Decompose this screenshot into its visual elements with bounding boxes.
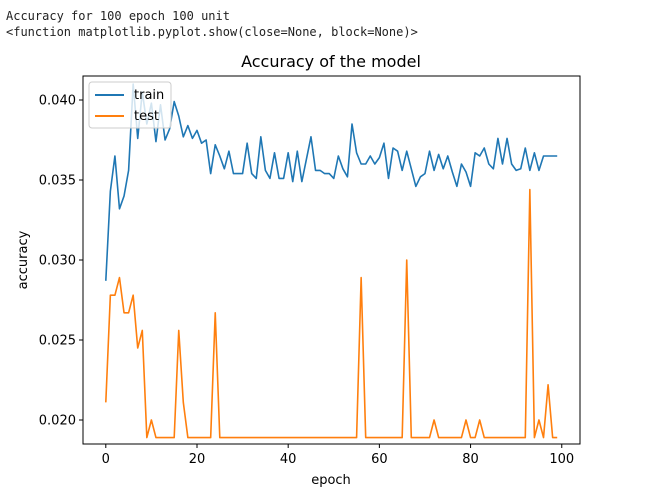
x-axis-label: epoch bbox=[311, 473, 351, 488]
y-axis: 0.020 0.025 0.030 0.035 0.040 bbox=[39, 94, 83, 429]
x-tick-label: 80 bbox=[462, 452, 479, 467]
x-tick-label: 40 bbox=[280, 452, 297, 467]
y-tick-label: 0.030 bbox=[39, 254, 76, 269]
y-axis-label: accuracy bbox=[16, 230, 31, 289]
console-line-2: <function matplotlib.pyplot.show(close=N… bbox=[6, 25, 418, 39]
series-line-test bbox=[105, 188, 558, 439]
x-tick-label: 100 bbox=[549, 452, 574, 467]
x-tick-label: 60 bbox=[371, 452, 388, 467]
series-line-train bbox=[105, 83, 558, 281]
y-tick-label: 0.020 bbox=[39, 414, 76, 429]
y-tick-label: 0.035 bbox=[39, 174, 76, 189]
plot-lines bbox=[105, 83, 558, 439]
console-line-1: Accuracy for 100 epoch 100 unit bbox=[6, 9, 230, 23]
legend-label-train: train bbox=[134, 88, 164, 103]
y-tick-label: 0.025 bbox=[39, 334, 76, 349]
x-tick-label: 0 bbox=[102, 452, 110, 467]
chart-title: Accuracy of the model bbox=[241, 52, 421, 71]
y-tick-label: 0.040 bbox=[39, 94, 76, 109]
x-axis: 0 20 40 60 80 100 bbox=[102, 444, 574, 467]
legend-label-test: test bbox=[134, 109, 159, 124]
legend: train test bbox=[88, 81, 172, 129]
console-output: Accuracy for 100 epoch 100 unit <function… bbox=[6, 8, 418, 40]
x-tick-label: 20 bbox=[189, 452, 206, 467]
